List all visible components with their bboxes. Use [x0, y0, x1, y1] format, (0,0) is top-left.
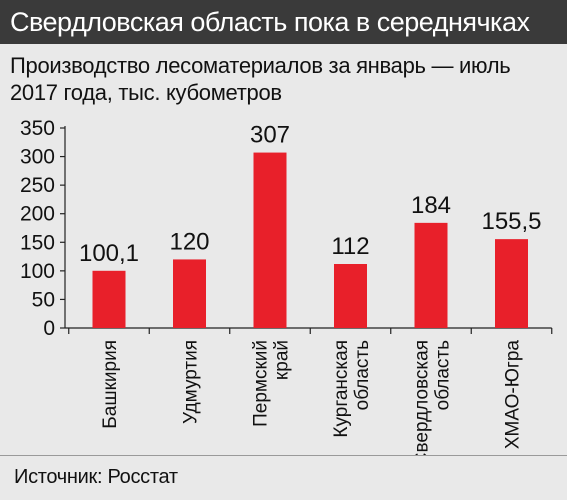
chart-subtitle: Производство лесоматериалов за январь — …	[10, 53, 511, 105]
category-label: область	[433, 340, 454, 410]
bar	[253, 152, 287, 328]
category-label: область	[352, 340, 373, 410]
source-bar: Источник: Росстат	[0, 455, 567, 500]
value-labels: 100,1 120 307 112 184 155,5	[79, 122, 542, 267]
bars	[92, 152, 528, 328]
y-tick-label: 350	[20, 117, 55, 140]
bar	[173, 259, 206, 328]
value-label: 100,1	[79, 240, 139, 267]
value-label: 112	[331, 233, 369, 260]
bar	[334, 264, 367, 328]
value-label: 184	[411, 192, 451, 219]
bar	[414, 222, 448, 328]
page-title: Свердловская область пока в середнячках	[0, 0, 567, 44]
y-tick-label: 100	[20, 260, 55, 283]
value-label: 155,5	[481, 208, 541, 235]
value-label: 307	[250, 122, 290, 149]
y-tick-label: 0	[43, 317, 55, 340]
y-tick-label: 50	[32, 288, 55, 311]
y-tick-label: 150	[20, 231, 55, 254]
y-tick-label: 200	[20, 203, 55, 226]
category-label: ХМАО-Югра	[503, 340, 524, 450]
y-tick-label: 250	[20, 174, 55, 197]
bar	[495, 239, 528, 328]
category-label: Удмуртия	[181, 340, 202, 424]
category-label: Башкирия	[100, 340, 121, 429]
category-labels: Башкирия Удмуртия Пермский край Курганская об…	[100, 340, 524, 455]
category-label: Курганская	[331, 340, 352, 438]
bar	[92, 270, 126, 328]
category-label: Пермский	[251, 340, 272, 427]
y-tick-label: 300	[20, 146, 55, 169]
source-note: Источник: Росстат	[14, 466, 178, 488]
y-axis: 0 50 100 150 200 250 300 350	[20, 117, 553, 340]
category-label: Свердловская	[412, 340, 433, 455]
category-label: край	[272, 340, 293, 380]
value-label: 120	[169, 228, 209, 255]
